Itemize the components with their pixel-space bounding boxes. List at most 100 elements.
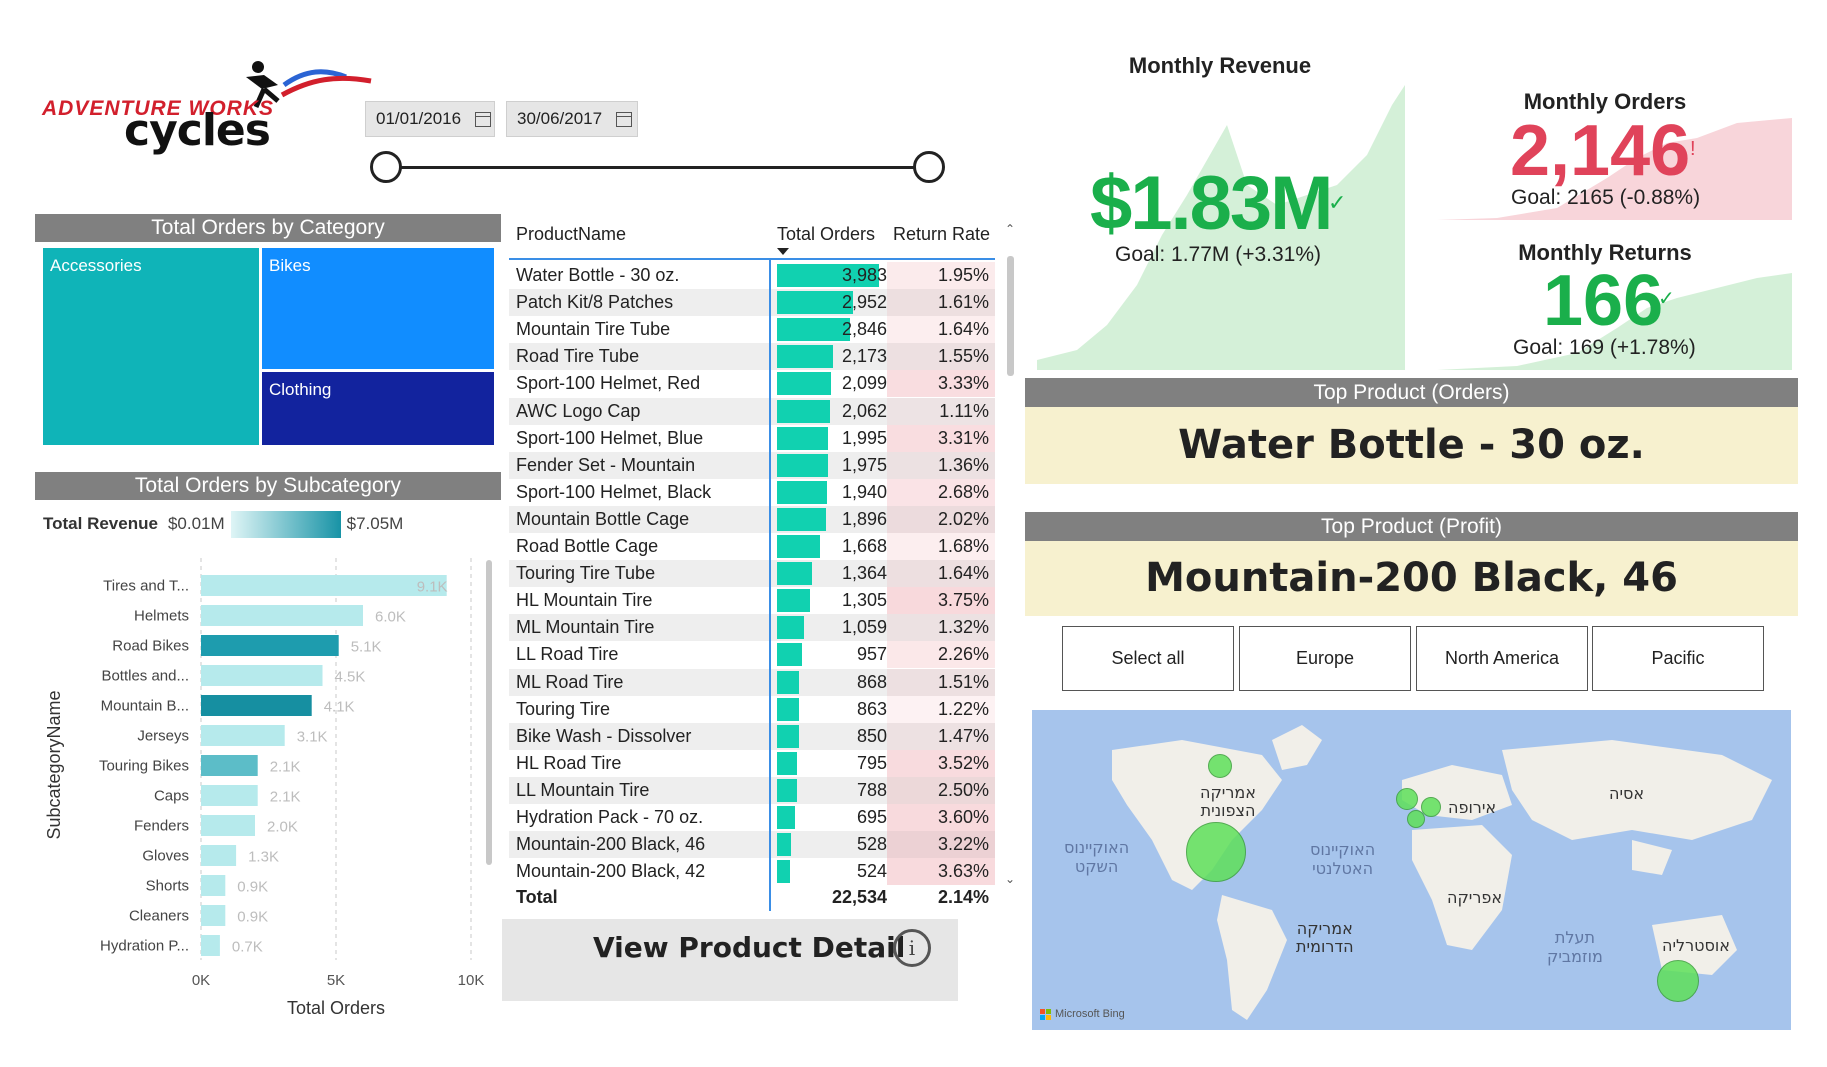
header-product-name[interactable]: ProductName <box>516 224 627 244</box>
total-orders-cell: 1,896 <box>841 508 887 529</box>
table-row[interactable]: HL Road Tire 795 3.52% <box>509 749 995 777</box>
map-bubble[interactable] <box>1657 960 1699 1002</box>
total-orders-cell: 524 <box>856 861 887 882</box>
bar[interactable] <box>201 665 323 686</box>
table-row[interactable]: Road Bottle Cage 1,668 1.68% <box>509 533 995 560</box>
orders-databar <box>777 724 799 748</box>
table-row[interactable]: Fender Set - Mountain 1,975 1.36% <box>509 451 995 479</box>
total-orders-cell: 788 <box>856 779 887 800</box>
bar[interactable] <box>201 905 226 926</box>
return-rate-cell: 1.61% <box>937 292 989 313</box>
header-return-rate[interactable]: Return Rate <box>893 224 991 244</box>
bar[interactable] <box>201 815 255 836</box>
bar[interactable] <box>201 695 312 716</box>
table-row[interactable]: Sport-100 Helmet, Black 1,940 2.68% <box>509 478 995 506</box>
bar[interactable] <box>201 725 285 746</box>
product-table-header: ProductName Total Orders Return Rate <box>509 218 995 258</box>
return-rate-heat <box>887 289 995 317</box>
return-rate-heat <box>887 614 995 642</box>
bar[interactable] <box>201 575 447 596</box>
end-date-input[interactable]: 30/06/2017 <box>506 101 638 137</box>
calendar-icon[interactable] <box>475 111 492 127</box>
end-date-value: 30/06/2017 <box>517 109 603 128</box>
product-name-cell: Mountain Bottle Cage <box>516 508 690 529</box>
bar[interactable] <box>201 845 237 866</box>
treemap-tile-accessories[interactable]: Accessories <box>43 248 259 445</box>
table-row[interactable]: Touring Tire Tube 1,364 1.64% <box>509 560 995 588</box>
column-divider <box>769 260 771 911</box>
table-row[interactable]: Mountain Bottle Cage 1,896 2.02% <box>509 505 995 533</box>
orders-databar <box>777 318 850 342</box>
orders-databar <box>777 616 805 640</box>
sort-desc-icon[interactable] <box>777 248 789 255</box>
bar[interactable] <box>201 875 226 896</box>
treemap-tile-bikes[interactable]: Bikes <box>262 248 494 369</box>
table-row[interactable]: ML Road Tire 868 1.51% <box>509 668 995 696</box>
checkmark-icon: ✓ <box>1328 190 1347 215</box>
return-rate-heat <box>887 505 995 533</box>
scroll-down-icon[interactable]: ⌄ <box>1005 872 1016 886</box>
map-bubble[interactable] <box>1421 797 1441 817</box>
start-date-input[interactable]: 01/01/2016 <box>365 101 495 137</box>
orders-databar <box>777 806 795 829</box>
date-range-slider-track[interactable] <box>386 166 930 169</box>
calendar-icon[interactable] <box>616 111 633 127</box>
sales-map[interactable]: אמריקה הצפונית אירופה אסיה אפריקה אמריקה ה… <box>1032 710 1791 1030</box>
table-row[interactable]: Bike Wash - Dissolver 850 1.47% <box>509 722 995 750</box>
map-bubble[interactable] <box>1407 810 1425 828</box>
header-total-orders[interactable]: Total Orders <box>777 224 876 244</box>
bar[interactable] <box>201 635 339 656</box>
total-orders-cell: 868 <box>856 671 887 692</box>
bar[interactable] <box>201 785 258 806</box>
date-range-end-handle[interactable] <box>913 151 945 183</box>
map-label-south-america: אמריקה הדרומית <box>1296 919 1354 956</box>
table-scrollbar[interactable]: ⌃ ⌄ <box>1003 222 1019 892</box>
view-product-detail-button[interactable]: View Product Detail i <box>502 919 958 1001</box>
scroll-thumb[interactable] <box>1007 256 1014 376</box>
bar[interactable] <box>201 935 220 956</box>
y-tick-label: Shorts <box>146 878 189 895</box>
product-name-cell: Touring Tire <box>516 698 611 719</box>
return-rate-cell: 3.33% <box>937 373 989 394</box>
table-row[interactable]: Touring Tire 863 1.22% <box>509 695 995 723</box>
y-tick-label: Jerseys <box>137 728 189 745</box>
region-north-america-button[interactable]: North America <box>1416 626 1588 691</box>
map-bubble[interactable] <box>1208 754 1232 778</box>
region-select-all-button[interactable]: Select all <box>1062 626 1234 691</box>
region-pacific-button[interactable]: Pacific <box>1592 626 1764 691</box>
date-range-start-handle[interactable] <box>370 151 402 183</box>
table-row[interactable]: Sport-100 Helmet, Red 2,099 3.33% <box>509 370 995 398</box>
map-bubble[interactable] <box>1396 788 1418 810</box>
bar[interactable] <box>201 755 258 776</box>
return-rate-heat <box>887 262 995 289</box>
table-row[interactable]: AWC Logo Cap 2,062 1.11% <box>509 397 995 425</box>
map-label-australia: אוסטרליה <box>1662 936 1730 955</box>
product-name-cell: LL Road Tire <box>516 644 619 665</box>
table-row[interactable]: Water Bottle - 30 oz. 3,983 1.95% <box>509 262 995 289</box>
table-row[interactable]: LL Road Tire 957 2.26% <box>509 641 995 669</box>
total-orders-cell: 2,062 <box>841 400 887 421</box>
table-row[interactable]: Mountain Tire Tube 2,846 1.64% <box>509 316 995 344</box>
table-row[interactable]: LL Mountain Tire 788 2.50% <box>509 776 995 804</box>
return-rate-cell: 3.75% <box>937 590 989 611</box>
data-label: 2.1K <box>270 789 301 806</box>
bar[interactable] <box>201 605 363 626</box>
color-legend: Total Revenue $0.01M $7.05M <box>43 510 463 538</box>
table-row[interactable]: Mountain-200 Black, 42 524 3.63% <box>509 858 995 886</box>
total-orders-cell: 795 <box>856 752 887 773</box>
map-bubble[interactable] <box>1186 822 1246 882</box>
scroll-up-icon[interactable]: ⌃ <box>1005 222 1016 236</box>
table-row[interactable]: Hydration Pack - 70 oz. 695 3.60% <box>509 804 995 831</box>
table-row[interactable]: Road Tire Tube 2,173 1.55% <box>509 343 995 371</box>
table-row[interactable]: ML Mountain Tire 1,059 1.32% <box>509 614 995 642</box>
legend-max: $7.05M <box>346 514 404 533</box>
data-label: 3.1K <box>297 729 328 746</box>
orders-databar <box>777 345 833 369</box>
table-row[interactable]: Sport-100 Helmet, Blue 1,995 3.31% <box>509 424 995 452</box>
region-europe-button[interactable]: Europe <box>1239 626 1411 691</box>
table-row[interactable]: HL Mountain Tire 1,305 3.75% <box>509 587 995 615</box>
chart-scrollbar[interactable] <box>486 560 492 865</box>
treemap-tile-clothing[interactable]: Clothing <box>262 372 494 445</box>
table-row[interactable]: Mountain-200 Black, 46 528 3.22% <box>509 831 995 859</box>
table-row[interactable]: Patch Kit/8 Patches 2,952 1.61% <box>509 289 995 317</box>
